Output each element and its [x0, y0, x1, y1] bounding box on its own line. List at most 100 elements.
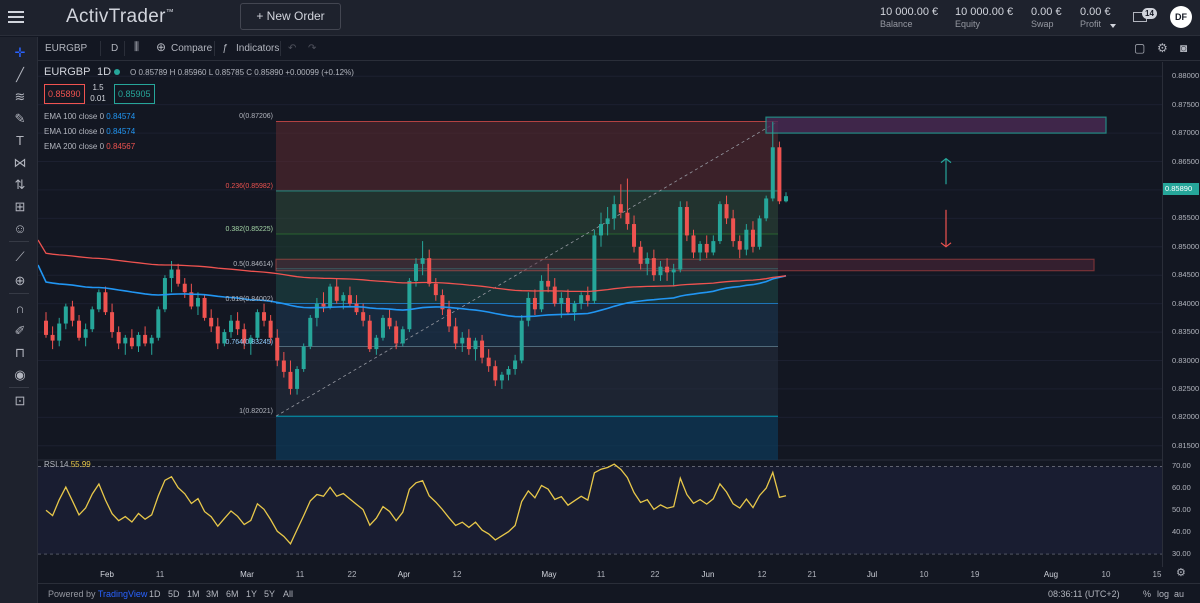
candle-body [295, 369, 300, 389]
eye-icon[interactable]: ◉ [14, 367, 26, 382]
sell-price-button[interactable]: 0.85890 [44, 84, 85, 104]
candle-body [499, 374, 504, 381]
magnet-icon[interactable]: ∩ [15, 301, 25, 316]
settings-icon[interactable]: ⚙ [1157, 41, 1168, 55]
candle-body [579, 295, 584, 304]
candle-body [110, 312, 115, 333]
legend-symbol: EURGBP [44, 66, 91, 78]
timeframe-5y[interactable]: 5Y [264, 589, 276, 599]
candle-body [156, 309, 161, 338]
brush-icon[interactable]: ✎ [14, 111, 26, 126]
ruler-icon[interactable]: ⟋ [15, 249, 25, 264]
candle-body [684, 206, 689, 236]
candle-body [724, 204, 729, 219]
auto-toggle[interactable]: au [1174, 589, 1185, 599]
time-tick-label: 15 [1152, 570, 1162, 579]
ohlc-values: O 0.85789 H 0.85960 L 0.85785 C 0.85890 … [130, 68, 354, 77]
profit-dropdown-icon[interactable] [1110, 24, 1116, 28]
axis-settings-icon[interactable]: ⚙ [1176, 567, 1186, 579]
timeframe-3m[interactable]: 3M [206, 589, 219, 599]
time-tick-label: Mar [240, 570, 254, 579]
tradingview-link[interactable]: TradingView [97, 589, 148, 599]
compare-icon[interactable]: ⊕ [156, 40, 167, 54]
price-tick-label: 0.85500 [1172, 213, 1200, 223]
candle-body [394, 326, 399, 344]
zoom-icon[interactable]: ⊕ [14, 273, 26, 288]
ema-legend-2[interactable]: EMA 100 close 0 0.84574 [44, 127, 135, 136]
ema-100-line [38, 264, 787, 318]
mail-count-badge: 14 [1142, 8, 1157, 19]
candle-body [605, 218, 610, 225]
fib-zone [276, 268, 778, 304]
avatar[interactable]: DF [1170, 6, 1192, 28]
toolbar-divider [9, 241, 29, 242]
ema-legend-3[interactable]: EMA 200 close 0 0.84567 [44, 142, 135, 151]
candle-body [526, 297, 531, 321]
timeframe-6m[interactable]: 6M [226, 589, 239, 599]
timeframe-1d[interactable]: 1D [149, 589, 161, 599]
toolbar-divider [280, 41, 281, 56]
undo-icon[interactable]: ↶ [288, 43, 297, 54]
redo-icon[interactable]: ↷ [308, 43, 317, 54]
swap-value: 0.00 € [1031, 6, 1062, 18]
pattern-icon[interactable]: ⋈ [13, 155, 27, 170]
candle-body [255, 312, 260, 338]
candle-body [182, 283, 187, 293]
candle-body [176, 269, 181, 284]
candle-body [731, 218, 736, 242]
fullscreen-icon[interactable]: ▢ [1134, 41, 1146, 55]
fib-level-label: 0.382(0.85225) [225, 225, 273, 233]
candle-body [750, 229, 755, 247]
candle-body [777, 147, 782, 202]
timeframe-1y[interactable]: 1Y [246, 589, 258, 599]
bar-style-icon[interactable]: ⫼ [134, 41, 140, 53]
candle-body [784, 196, 788, 202]
ema-legend-1[interactable]: EMA 100 close 0 0.84574 [44, 112, 135, 121]
candle-body [143, 334, 148, 344]
rsi-tick-label: 40.00 [1172, 527, 1191, 537]
clock[interactable]: 08:36:11 (UTC+2) [1048, 589, 1120, 599]
new-order-button[interactable]: + New Order [240, 3, 341, 30]
emoji-icon[interactable]: ☺ [13, 221, 27, 236]
camera-icon[interactable]: ◙ [1180, 41, 1188, 55]
fib-tool-icon[interactable]: ≋ [14, 89, 26, 104]
trendline-icon[interactable]: ╱ [16, 67, 24, 82]
price-tick-label: 0.82500 [1172, 383, 1200, 393]
candle-body [242, 329, 247, 344]
toolbar-divider [124, 41, 125, 56]
profit-stat[interactable]: 0.00 € Profit [1080, 6, 1111, 29]
time-axis[interactable]: Feb 11 Mar 11 22 Apr 12 May 11 22 Jun 12 21 Jul 10 19 Au… [38, 567, 1162, 583]
drawing-toolbar: ✛ ╱ ≋ ✎ T ⋈ ⇅ ⊞ ☺ ⟋ ⊕ ∩ ✐ ⊓ ◉ ⊡ [0, 37, 38, 603]
timeframe-all[interactable]: All [283, 589, 294, 599]
timeframe-1m[interactable]: 1M [187, 589, 200, 599]
toolbar-divider [214, 41, 215, 56]
price-scale[interactable] [1162, 62, 1200, 567]
measure-icon[interactable]: ⊞ [14, 199, 26, 214]
symbol-legend: EURGBP 1D [44, 66, 111, 78]
indicators-icon[interactable]: ƒ [222, 43, 228, 54]
crosshair-icon[interactable]: ✛ [14, 45, 26, 60]
interval-selector[interactable]: D [111, 43, 119, 54]
menu-icon[interactable] [8, 11, 24, 23]
text-icon[interactable]: T [16, 133, 24, 148]
log-toggle[interactable]: log [1157, 589, 1170, 599]
price-tick-label: 0.83000 [1172, 355, 1200, 365]
indicators-button[interactable]: Indicators [236, 43, 280, 54]
candle-body [658, 266, 663, 276]
price-chart[interactable] [38, 62, 1162, 567]
top-bar: ActivTrader™ + New Order 10 000.00 € Bal… [0, 0, 1200, 36]
lock-drawing-icon[interactable]: ✐ [14, 323, 26, 338]
time-tick-label: Feb [100, 570, 114, 579]
timeframe-5d[interactable]: 5D [168, 589, 180, 599]
lock-icon[interactable]: ⊓ [14, 345, 26, 360]
symbol-selector[interactable]: EURGBP [45, 43, 88, 54]
compare-button[interactable]: Compare [171, 43, 213, 54]
ema-label: EMA 100 close 0 [44, 127, 105, 136]
trash-icon[interactable]: ⊡ [14, 393, 26, 408]
prediction-icon[interactable]: ⇅ [14, 177, 26, 192]
spread-top: 1.5 [92, 83, 104, 92]
buy-price-button[interactable]: 0.85905 [114, 84, 155, 104]
time-tick-label: 12 [452, 570, 462, 579]
candle-body [123, 337, 128, 344]
percent-toggle[interactable]: % [1143, 589, 1152, 599]
